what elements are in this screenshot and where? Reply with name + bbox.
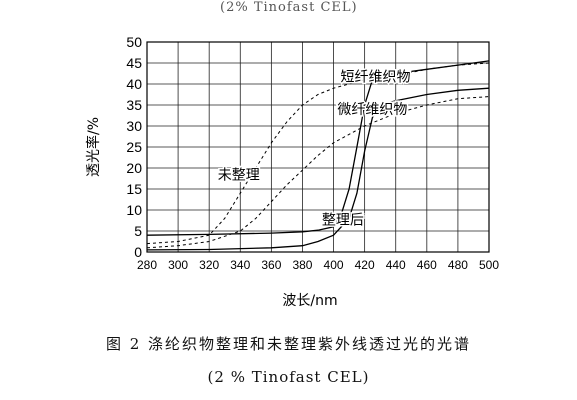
x-tick-label: 460	[417, 258, 437, 272]
x-tick-label: 500	[479, 258, 499, 272]
label-microfiber-fabric: 微纤维织物	[337, 102, 407, 118]
figure-subcaption: (2 % Tinofast CEL)	[207, 368, 370, 386]
series-line	[146, 96, 490, 249]
x-tick-label: 420	[355, 258, 375, 272]
y-tick-label: 0	[134, 244, 142, 260]
y-tick-label: 25	[126, 139, 142, 155]
x-tick-label: 380	[292, 258, 312, 272]
y-tick-label: 10	[126, 202, 142, 218]
x-tick-label: 480	[448, 258, 468, 272]
x-tick-label: 360	[261, 258, 281, 272]
grid	[146, 41, 490, 253]
x-axis-label: 波长/nm	[282, 293, 337, 309]
plot-frame	[146, 41, 490, 253]
series-line	[146, 62, 490, 245]
y-tick-label: 20	[126, 160, 142, 176]
series-lines	[146, 60, 490, 251]
x-tick-label: 440	[386, 258, 406, 272]
label-untreated: 未整理	[218, 167, 260, 183]
x-tick-label: 280	[137, 258, 157, 272]
x-tick-label: 400	[324, 258, 344, 272]
label-treated: 整理后	[322, 213, 364, 229]
series-line	[146, 87, 490, 251]
y-tick-label: 45	[126, 55, 142, 71]
y-tick-label: 15	[126, 181, 142, 197]
chart: 0 5 10 15 20 25 30 35 40 45 50 280 300 320 340 360 380 4…	[85, 34, 499, 309]
y-ticks: 0 5 10 15 20 25 30 35 40 45 50	[126, 34, 142, 260]
top-fragment: (2% Tinofast CEL)	[220, 0, 358, 15]
y-tick-label: 5	[134, 223, 142, 239]
x-tick-label: 320	[199, 258, 219, 272]
y-tick-label: 50	[126, 34, 142, 50]
x-tick-label: 300	[168, 258, 188, 272]
figure-caption: 图 2 涤纶织物整理和未整理紫外线透过光的光谱	[105, 335, 472, 353]
series-line	[146, 60, 490, 236]
axes	[146, 41, 490, 253]
y-tick-label: 35	[126, 97, 142, 113]
y-tick-label: 40	[126, 76, 142, 92]
y-tick-label: 30	[126, 118, 142, 134]
y-axis-label: 透光率/%	[85, 117, 102, 177]
x-ticks: 280 300 320 340 360 380 400 420 440 460 480 500	[137, 258, 499, 272]
label-staple-fabric: 短纤维织物	[341, 69, 411, 85]
x-tick-label: 340	[230, 258, 250, 272]
